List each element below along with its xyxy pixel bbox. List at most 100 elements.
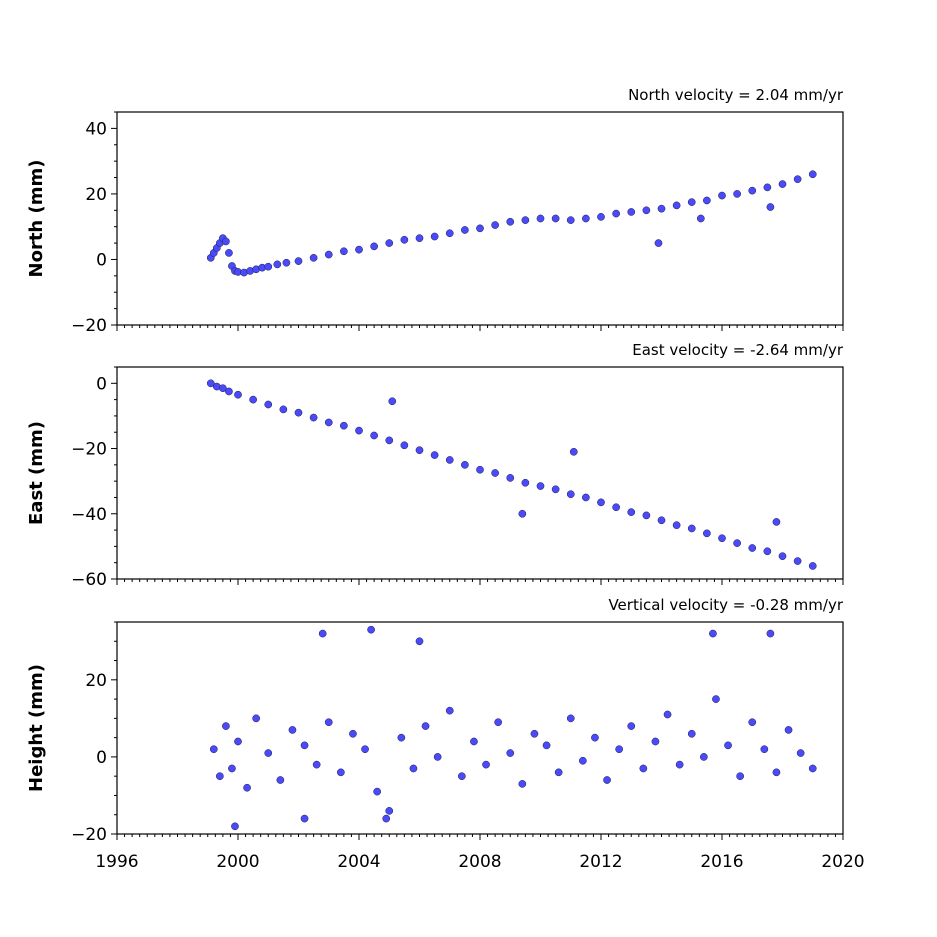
- east-data-point: [518, 509, 527, 518]
- height-data-point: [808, 764, 817, 773]
- east-data-point: [569, 447, 578, 456]
- north-data-point: [282, 258, 291, 267]
- height-points: [209, 625, 817, 831]
- north-data-point: [642, 206, 651, 215]
- east-data-point: [461, 460, 469, 469]
- east-data-point: [294, 408, 303, 417]
- east-points: [206, 379, 817, 570]
- east-data-point: [808, 562, 817, 570]
- north-data-point: [766, 203, 775, 211]
- north-data-point: [476, 224, 484, 233]
- y-tick-label: −20: [71, 316, 107, 336]
- height-data-point: [724, 741, 732, 750]
- north-data-point: [309, 253, 318, 262]
- north-ticks: −20 0 20 40: [71, 111, 844, 336]
- east-data-point: [657, 516, 666, 525]
- east-panel-title: East velocity = -2.64 mm/yr: [632, 341, 844, 359]
- east-data-point: [772, 518, 781, 526]
- east-plot-frame: [116, 366, 844, 580]
- height-data-point: [231, 822, 239, 831]
- height-data-point: [216, 772, 224, 781]
- east-data-point: [340, 421, 348, 430]
- height-data-point: [433, 753, 442, 761]
- east-data-point: [582, 493, 590, 502]
- height-data-point: [264, 749, 273, 757]
- y-tick-label: 20: [85, 185, 107, 205]
- north-data-point: [294, 257, 303, 265]
- north-data-point: [264, 262, 273, 271]
- y-tick-label: 40: [85, 119, 107, 139]
- east-data-point: [642, 511, 651, 520]
- height-data-point: [397, 733, 406, 742]
- north-data-point: [324, 250, 333, 259]
- north-data-point: [521, 216, 530, 224]
- height-data-point: [784, 726, 793, 734]
- north-data-point: [536, 214, 545, 223]
- y-tick-label: 20: [85, 671, 107, 691]
- height-data-point: [349, 729, 357, 738]
- north-data-point: [612, 209, 620, 218]
- y-tick-label: 0: [96, 748, 107, 768]
- y-tick-label: −20: [71, 825, 107, 845]
- height-data-point: [566, 714, 575, 723]
- height-data-point: [639, 764, 648, 773]
- north-data-point: [400, 235, 409, 244]
- height-data-point: [243, 783, 251, 792]
- north-data-point: [340, 247, 348, 256]
- height-data-point: [712, 695, 720, 703]
- height-data-point: [234, 737, 242, 746]
- height-data-point: [687, 729, 696, 738]
- height-data-point: [627, 722, 636, 730]
- east-data-point: [324, 418, 333, 427]
- east-data-point: [476, 465, 484, 474]
- east-data-point: [718, 534, 726, 543]
- height-data-point: [312, 760, 321, 769]
- height-data-point: [518, 780, 527, 788]
- height-data-point: [324, 718, 333, 727]
- height-data-point: [579, 756, 587, 765]
- east-data-point: [763, 547, 772, 556]
- east-data-point: [778, 552, 787, 561]
- east-data-point: [309, 413, 318, 422]
- height-data-point: [482, 760, 490, 769]
- east-data-point: [225, 387, 233, 396]
- north-data-point: [355, 245, 363, 254]
- height-data-point: [766, 629, 775, 638]
- north-data-point: [582, 214, 590, 223]
- east-panel: East velocity = -2.64 mm/yr East (mm) −6…: [26, 341, 844, 590]
- height-panel: Vertical velocity = -0.28 mm/yr Height (…: [26, 596, 865, 872]
- north-data-point: [273, 260, 282, 269]
- north-data-point: [491, 221, 499, 229]
- north-panel-title: North velocity = 2.04 mm/yr: [628, 86, 844, 104]
- north-data-point: [430, 232, 439, 241]
- height-y-axis-label: Height (mm): [26, 664, 47, 792]
- height-data-point: [603, 776, 611, 784]
- y-tick-label: −60: [71, 570, 107, 590]
- north-data-point: [597, 213, 605, 221]
- y-tick-label: 0: [96, 374, 107, 394]
- height-data-point: [367, 625, 375, 634]
- height-data-point: [675, 760, 684, 769]
- height-data-point: [415, 637, 424, 646]
- height-data-point: [300, 814, 309, 823]
- height-data-point: [337, 768, 345, 777]
- height-data-point: [542, 741, 551, 750]
- north-plot-frame: [116, 111, 844, 326]
- north-data-point: [654, 239, 663, 247]
- north-data-point: [763, 183, 772, 192]
- east-data-point: [219, 384, 227, 393]
- north-data-point: [225, 249, 233, 257]
- north-data-point: [733, 190, 741, 198]
- height-data-point: [252, 714, 260, 723]
- height-data-point: [506, 749, 515, 757]
- height-data-point: [318, 629, 327, 638]
- height-data-point: [276, 776, 285, 784]
- east-data-point: [400, 441, 409, 450]
- east-data-point: [551, 485, 560, 494]
- height-data-point: [736, 772, 745, 781]
- north-data-point: [370, 242, 378, 251]
- height-data-point: [421, 722, 430, 730]
- east-data-point: [521, 478, 530, 487]
- north-data-point: [793, 175, 802, 184]
